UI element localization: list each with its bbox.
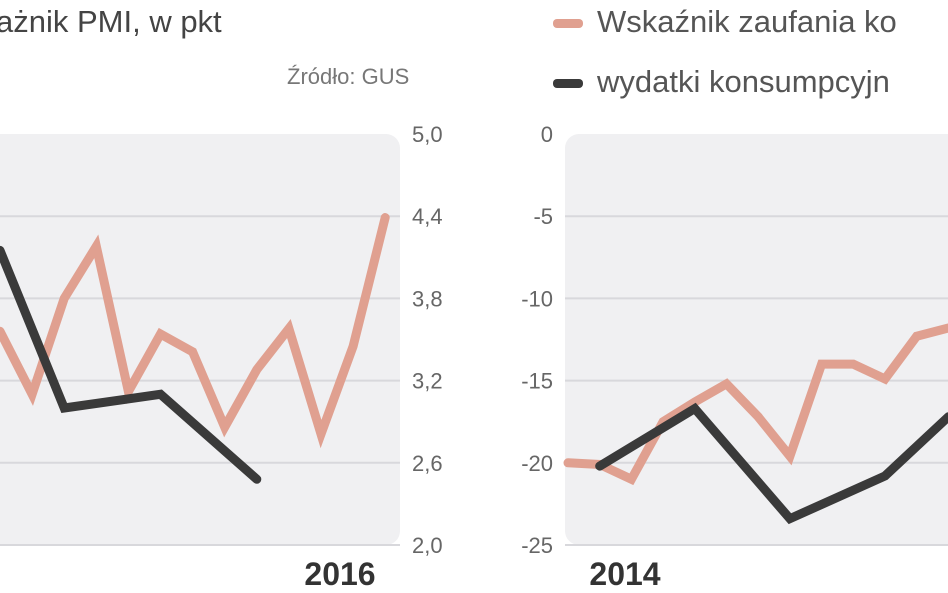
- y-tick-label: 3,8: [412, 286, 443, 311]
- legend-swatch: [553, 19, 583, 29]
- y-tick-label: 3,2: [412, 369, 443, 394]
- x-tick-label: 2016: [304, 556, 375, 592]
- legend-label: Wskaźnik zaufania ko: [597, 4, 897, 39]
- plot-area: [0, 134, 400, 545]
- y-tick-label: -10: [521, 286, 553, 311]
- series-line-confidence: [0, 213, 390, 449]
- chart-title: ażnik PMI, w pkt: [0, 4, 222, 39]
- plot-area: [565, 134, 948, 545]
- legend-swatch: [553, 79, 583, 89]
- series-line-spending: [595, 402, 948, 525]
- y-tick-label: -20: [521, 451, 553, 476]
- x-tick-label: 2014: [589, 556, 660, 592]
- legend-label: wydatki konsumpcyjn: [597, 64, 890, 99]
- series-line-confidence: [563, 323, 948, 486]
- y-tick-label: 2,6: [412, 451, 443, 476]
- y-tick-label: 2,0: [412, 533, 443, 558]
- source-note: Źródło: GUS: [287, 64, 410, 89]
- legend-item-confidence: Wskaźnik zaufania ko: [553, 4, 897, 40]
- y-tick-label: 5,0: [412, 122, 443, 147]
- y-tick-label: -5: [533, 204, 553, 229]
- y-tick-label: 0: [541, 122, 553, 147]
- y-tick-label: -25: [521, 533, 553, 558]
- series-line-spending: [0, 245, 262, 484]
- legend-item-spending: wydatki konsumpcyjn: [553, 64, 890, 100]
- y-tick-label: -15: [521, 369, 553, 394]
- y-tick-label: 4,4: [412, 204, 443, 229]
